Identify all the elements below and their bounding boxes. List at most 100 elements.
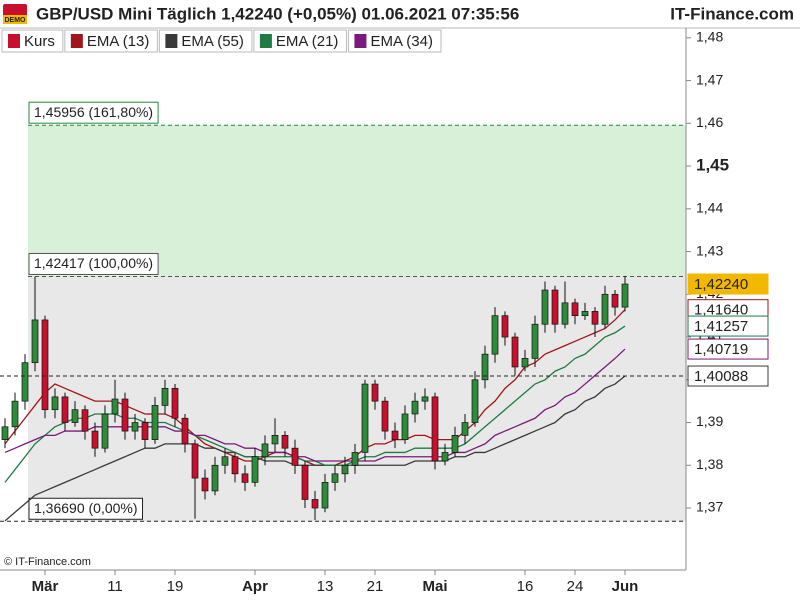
candle-body <box>51 396 59 411</box>
x-tick-label: Mai <box>422 578 447 595</box>
legend-swatch <box>354 34 367 48</box>
legend-label: EMA (55) <box>181 33 244 50</box>
y-tick-label: 1,37 <box>696 499 723 515</box>
ema-line <box>4 375 626 522</box>
y-tick-label: 1,48 <box>696 29 723 45</box>
brand: IT-Finance.com <box>670 4 794 23</box>
legend-swatch <box>259 34 272 48</box>
candle-body <box>161 387 169 406</box>
candle-body <box>521 358 529 368</box>
candle-body <box>281 435 289 449</box>
candle-body <box>441 452 449 462</box>
demo-badge: DEMO <box>3 4 27 24</box>
candle-body <box>1 426 9 440</box>
marker-label: 1,40719 <box>694 341 748 358</box>
candle-body <box>381 400 389 432</box>
candle-body <box>41 319 49 411</box>
y-tick-label: 1,45 <box>696 156 729 175</box>
y-tick-label: 1,47 <box>696 71 723 87</box>
candle-body <box>371 383 379 402</box>
candle-body <box>571 302 579 317</box>
candle-body <box>401 413 409 440</box>
y-tick-label: 1,46 <box>696 114 723 130</box>
legend-item: EMA (21) <box>253 29 347 53</box>
candle-body <box>11 400 19 428</box>
level-label-box <box>28 252 159 275</box>
candle-body <box>321 482 329 509</box>
candle-body <box>581 311 589 317</box>
badge-text: DEMO <box>5 17 27 24</box>
chart-title: GBP/USD Mini Täglich 1,42240 (+0,05%) 01… <box>36 4 519 23</box>
marker-box <box>687 338 769 360</box>
candle-body <box>231 456 239 475</box>
marker-label: 1,42240 <box>694 276 748 293</box>
legend-box <box>158 29 253 53</box>
legend-item: EMA (13) <box>64 29 158 53</box>
x-tick-label: Apr <box>242 578 268 595</box>
candle-body <box>531 323 539 359</box>
candle-body <box>241 473 249 483</box>
level-label-text: 1,42417 (100,00%) <box>34 255 153 271</box>
legend-label: EMA (21) <box>276 33 339 50</box>
candle-body <box>461 422 469 436</box>
legend-item: EMA (34) <box>347 29 442 53</box>
marker-label: 1,41257 <box>694 318 748 335</box>
candle-body <box>211 464 219 492</box>
candle-body <box>471 379 479 423</box>
candle-body <box>101 413 109 449</box>
level-label: 1,36690 (0,00%) <box>28 497 144 520</box>
level-label: 1,42417 (100,00%) <box>28 252 159 275</box>
candle-body <box>341 464 349 475</box>
level-label-box <box>28 497 144 520</box>
zone <box>28 125 686 277</box>
candle-body <box>601 293 609 325</box>
x-tick-label: 16 <box>517 578 534 595</box>
y-tick-label: 1,39 <box>696 413 723 429</box>
level-label: 1,45956 (161,80%) <box>28 101 159 124</box>
candle-body <box>491 315 499 355</box>
legend-box <box>253 29 347 53</box>
candle-body <box>301 464 309 500</box>
marker-box <box>687 365 769 387</box>
copyright: © IT-Finance.com <box>4 556 91 568</box>
candle-body <box>141 422 149 440</box>
marker-label: 1,40088 <box>694 368 748 385</box>
marker-box <box>687 273 769 295</box>
candle-body <box>591 311 599 325</box>
candle-body <box>481 353 489 381</box>
candle-body <box>261 443 269 458</box>
legend-box <box>64 29 158 53</box>
candle-body <box>191 443 199 479</box>
candle-body <box>561 302 569 325</box>
marker-box <box>687 315 769 337</box>
candle-body <box>431 396 439 462</box>
candle-body <box>271 435 279 445</box>
candle-body <box>221 456 229 466</box>
candle-body <box>131 422 139 432</box>
x-tick-label: Mär <box>32 578 59 595</box>
candle-body <box>291 447 299 466</box>
legend-box <box>347 29 442 53</box>
candle-body <box>351 452 359 466</box>
y-tick-label: 1,38 <box>696 456 723 472</box>
zone <box>28 276 686 522</box>
candle-body <box>71 409 79 423</box>
candle-body <box>121 398 129 432</box>
y-tick-label: 1,43 <box>696 242 723 258</box>
candle-body <box>251 456 259 483</box>
x-tick-label: 24 <box>567 578 584 595</box>
candle-body <box>311 499 319 509</box>
candle-body <box>331 473 339 483</box>
candle-body <box>181 417 189 445</box>
legend-label: Kurs <box>24 33 55 50</box>
candle-body <box>611 293 619 308</box>
candle-body <box>361 383 369 453</box>
x-tick-label: 21 <box>367 578 384 595</box>
candle-body <box>501 315 509 338</box>
level-label-text: 1,45956 (161,80%) <box>34 104 153 120</box>
legend-swatch <box>8 34 20 48</box>
candle-body <box>21 362 29 402</box>
candle-body <box>411 400 419 415</box>
candle-body <box>151 405 159 440</box>
candle-body <box>201 477 209 492</box>
